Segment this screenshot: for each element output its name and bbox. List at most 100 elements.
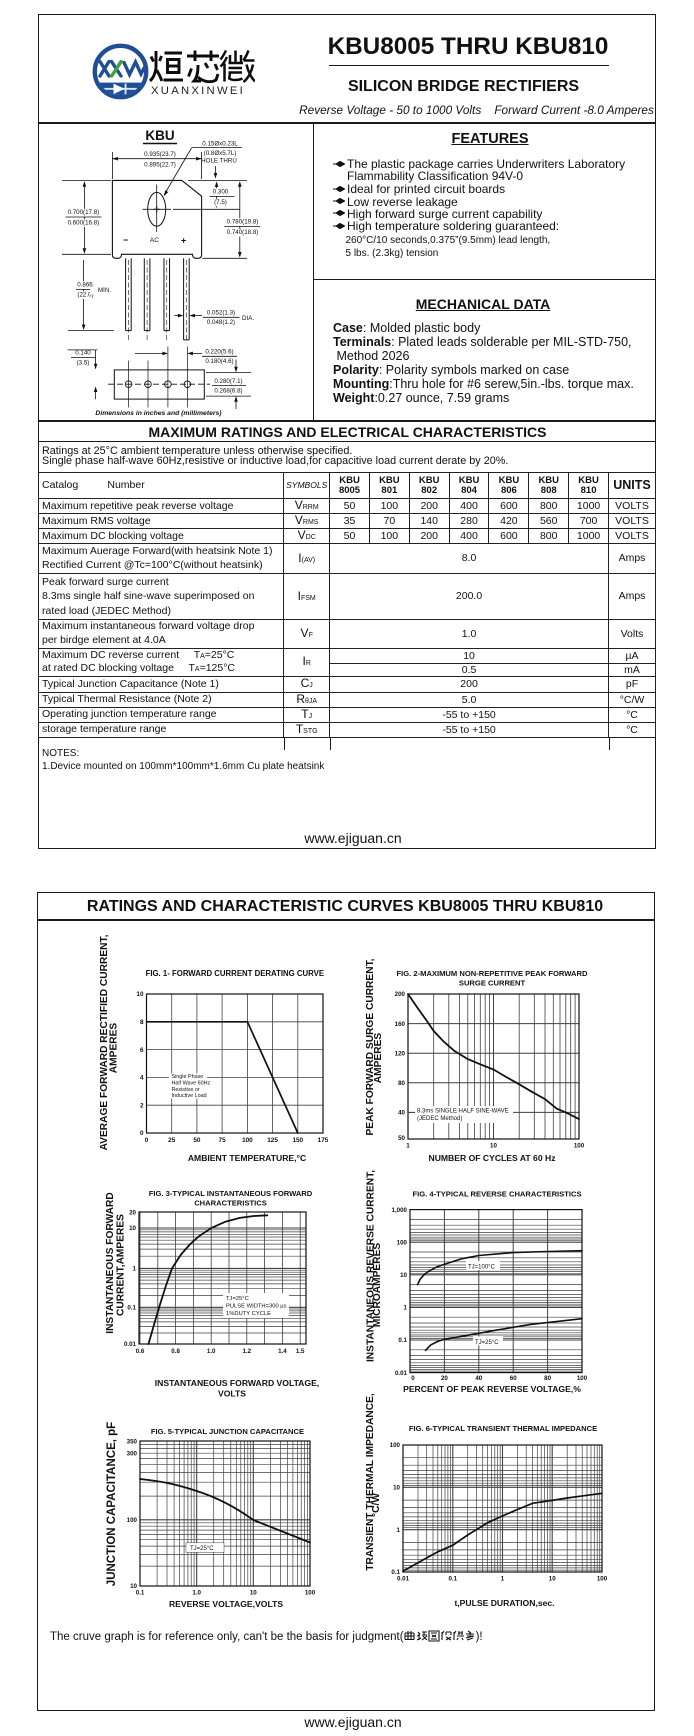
svg-text:10: 10	[490, 1143, 497, 1150]
svg-text:0.1: 0.1	[398, 1337, 407, 1344]
svg-text:1,000: 1,000	[392, 1207, 408, 1214]
svg-text:0.268(6.8): 0.268(6.8)	[214, 387, 242, 394]
svg-text:0.866: 0.866	[77, 282, 93, 289]
svg-text:0.600(16.8): 0.600(16.8)	[68, 220, 100, 227]
svg-text:0.01: 0.01	[397, 1576, 410, 1583]
svg-text:(22.0): (22.0)	[77, 292, 93, 299]
svg-text:100: 100	[390, 1442, 401, 1449]
svg-text:(0.8Øx5.7L): (0.8Øx5.7L)	[204, 150, 237, 157]
svg-text:0.895(22.7): 0.895(22.7)	[144, 162, 176, 169]
svg-text:t,PULSE DURATION,sec.: t,PULSE DURATION,sec.	[454, 1598, 554, 1608]
svg-text:CHARACTERISTICS: CHARACTERISTICS	[194, 1199, 267, 1208]
svg-text:0.180(4.6): 0.180(4.6)	[205, 358, 233, 365]
svg-text:8: 8	[140, 1019, 144, 1026]
svg-text:TJ=25°C: TJ=25°C	[226, 1296, 249, 1302]
svg-text:SURGE CURRENT: SURGE CURRENT	[459, 979, 526, 988]
svg-text:TJ=25°C: TJ=25°C	[475, 1340, 499, 1346]
svg-text:200: 200	[395, 991, 406, 998]
svg-text:40: 40	[475, 1375, 482, 1382]
svg-text:1%DUTY CYCLE: 1%DUTY CYCLE	[226, 1311, 271, 1317]
svg-text:DIA.: DIA.	[242, 315, 254, 322]
svg-text:−: −	[123, 235, 128, 245]
svg-text:Single Phase: Single Phase	[172, 1074, 204, 1080]
svg-text:°C/W: °C/W	[371, 1493, 382, 1517]
svg-text:10: 10	[250, 1590, 257, 1597]
svg-text:1: 1	[406, 1143, 410, 1150]
svg-text:FIG. 3-TYPICAL INSTANTANEOUS F: FIG. 3-TYPICAL INSTANTANEOUS FORWARD	[149, 1189, 313, 1198]
svg-text:FIG. 5-TYPICAL JUNCTION CAPACI: FIG. 5-TYPICAL JUNCTION CAPACITANCE	[151, 1427, 304, 1436]
svg-text:100: 100	[242, 1137, 253, 1144]
svg-text:PEAK FORWARD SURGE CURRENT,: PEAK FORWARD SURGE CURRENT,	[365, 958, 376, 1135]
svg-text:100: 100	[574, 1143, 585, 1150]
svg-text:NUMBER OF CYCLES AT 60 Hz: NUMBER OF CYCLES AT 60 Hz	[428, 1153, 555, 1163]
svg-text:6: 6	[140, 1047, 144, 1054]
svg-text:1.4: 1.4	[278, 1348, 287, 1355]
svg-text:0: 0	[145, 1137, 149, 1144]
svg-text:80: 80	[398, 1080, 405, 1087]
svg-text:TRANSIENT THERMAL IMPEDANCE,: TRANSIENT THERMAL IMPEDANCE,	[365, 1393, 376, 1571]
svg-text:(3.5): (3.5)	[77, 360, 90, 367]
svg-text:(7.5): (7.5)	[214, 199, 227, 206]
svg-text:0.300: 0.300	[213, 189, 229, 196]
svg-text:8.3ms SINGLE HALF SINE-WAVE: 8.3ms SINGLE HALF SINE-WAVE	[417, 1109, 509, 1115]
svg-text:4: 4	[140, 1075, 144, 1082]
svg-text:1.5: 1.5	[296, 1348, 305, 1355]
svg-text:INSTANTANEOUS FORWARD VOLTAGE,: INSTANTANEOUS FORWARD VOLTAGE,	[155, 1378, 319, 1388]
svg-text:PERCENT OF PEAK REVERSE VOLTAG: PERCENT OF PEAK REVERSE VOLTAGE,%	[403, 1384, 581, 1394]
svg-text:100: 100	[127, 1517, 138, 1524]
svg-text:0.01: 0.01	[395, 1370, 408, 1377]
svg-text:75: 75	[219, 1137, 227, 1144]
svg-text:0.935(23.7): 0.935(23.7)	[144, 151, 176, 158]
svg-text:AC: AC	[150, 237, 159, 244]
svg-text:150: 150	[292, 1137, 303, 1144]
svg-text:INSTANTANEOUS FORWARD: INSTANTANEOUS FORWARD	[105, 1192, 116, 1334]
svg-text:0.140: 0.140	[75, 350, 91, 357]
svg-text:AMPERES: AMPERES	[373, 1033, 384, 1084]
svg-text:100: 100	[397, 1239, 408, 1246]
svg-text:350: 350	[127, 1438, 138, 1445]
svg-text:REVERSE VOLTAGE,VOLTS: REVERSE VOLTAGE,VOLTS	[169, 1599, 283, 1609]
svg-text:0.1: 0.1	[391, 1569, 400, 1576]
svg-text:0.220(5.6): 0.220(5.6)	[205, 348, 233, 355]
svg-text:2: 2	[140, 1102, 144, 1109]
svg-text:25: 25	[168, 1137, 176, 1144]
svg-text:0.780(19.8): 0.780(19.8)	[227, 219, 259, 226]
svg-text:1: 1	[404, 1305, 408, 1312]
svg-text:+: +	[181, 236, 186, 246]
svg-text:0.1: 0.1	[136, 1590, 145, 1597]
svg-text:175: 175	[318, 1137, 329, 1144]
svg-text:FIG. 2-MAXIMUM NON-REPETITIVE: FIG. 2-MAXIMUM NON-REPETITIVE PEAK FORWA…	[397, 969, 588, 978]
svg-text:Half Wave 60Hz: Half Wave 60Hz	[172, 1080, 211, 1086]
svg-text:0.048(1.2): 0.048(1.2)	[207, 319, 235, 326]
svg-text:1.2: 1.2	[242, 1348, 251, 1355]
svg-text:TJ=100°C: TJ=100°C	[468, 1265, 496, 1271]
svg-text:0.01: 0.01	[124, 1341, 137, 1348]
svg-text:FIG. 6-TYPICAL TRANSIENT THERM: FIG. 6-TYPICAL TRANSIENT THERMAL IMPEDAN…	[409, 1424, 597, 1433]
svg-text:160: 160	[395, 1021, 406, 1028]
svg-text:(JEDEC Method): (JEDEC Method)	[417, 1116, 462, 1122]
svg-text:0.052(1.3): 0.052(1.3)	[207, 310, 235, 317]
svg-text:Inductive Load: Inductive Load	[172, 1093, 207, 1099]
svg-text:0.700(17.8): 0.700(17.8)	[68, 209, 100, 216]
svg-text:100: 100	[577, 1375, 588, 1382]
svg-text:VOLTS: VOLTS	[218, 1389, 246, 1399]
svg-text:1.0: 1.0	[207, 1348, 216, 1355]
svg-text:0: 0	[140, 1130, 144, 1137]
svg-text:1.0: 1.0	[192, 1590, 201, 1597]
svg-text:125: 125	[267, 1137, 278, 1144]
svg-text:MICROAMPERES: MICROAMPERES	[372, 1243, 383, 1328]
svg-text:80: 80	[544, 1375, 551, 1382]
svg-text:60: 60	[510, 1375, 517, 1382]
svg-text:100: 100	[597, 1576, 608, 1583]
svg-text:20: 20	[441, 1375, 448, 1382]
svg-text:CURRENT,AMPERES: CURRENT,AMPERES	[116, 1214, 127, 1316]
svg-text:TJ=25°C: TJ=25°C	[190, 1546, 214, 1552]
svg-text:10: 10	[129, 1225, 136, 1232]
svg-text:0.280(7.1): 0.280(7.1)	[214, 378, 242, 385]
svg-text:10: 10	[549, 1576, 556, 1583]
svg-text:10: 10	[400, 1272, 407, 1279]
svg-text:JUNCTION CAPACITANCE, pF: JUNCTION CAPACITANCE, pF	[106, 1422, 118, 1586]
svg-text:FIG. 1- FORWARD CURRENT DERATI: FIG. 1- FORWARD CURRENT DERATING CURVE	[146, 969, 324, 978]
svg-text:AMPERES: AMPERES	[109, 1023, 120, 1074]
svg-text:0.6: 0.6	[136, 1348, 145, 1355]
